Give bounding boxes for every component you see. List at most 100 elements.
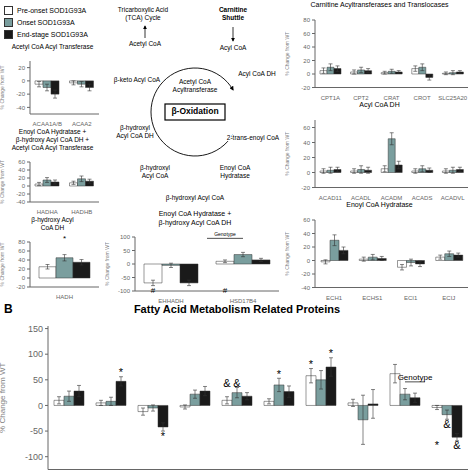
svg-text:20: 20 <box>18 266 25 272</box>
svg-text:Genotype: Genotype <box>214 231 236 237</box>
svg-text:β-Oxidation: β-Oxidation <box>171 106 218 116</box>
svg-text:β-hydroxyl Acyl CoA: β-hydroxyl Acyl CoA <box>166 194 225 202</box>
svg-text:0: 0 <box>307 257 311 263</box>
svg-text:-100: -100 <box>118 288 131 294</box>
svg-text:60: 60 <box>18 248 25 254</box>
svg-text:CROT: CROT <box>414 94 431 100</box>
svg-text:50: 50 <box>33 375 43 385</box>
svg-text:80: 80 <box>18 239 25 245</box>
svg-text:100: 100 <box>28 349 43 359</box>
svg-text:ACAA2: ACAA2 <box>72 121 92 127</box>
svg-text:β-hydroxylAcyl CoA: β-hydroxylAcyl CoA <box>140 164 171 180</box>
svg-text:Enoyl CoAHydratase: Enoyl CoAHydratase <box>220 164 251 180</box>
svg-text:&: & <box>233 376 241 388</box>
svg-text:*: * <box>435 439 440 451</box>
svg-text:% Change from WT: % Change from WT <box>285 131 290 175</box>
svg-text:20: 20 <box>18 175 25 181</box>
svg-text:HADHB: HADHB <box>71 209 92 215</box>
svg-text:ECI1: ECI1 <box>404 294 418 300</box>
svg-text:0: 0 <box>307 71 311 77</box>
svg-text:*: * <box>119 366 124 378</box>
svg-text:Acyl CoA DH: Acyl CoA DH <box>238 70 276 78</box>
svg-text:ACAA1A/B: ACAA1A/B <box>33 121 62 127</box>
svg-text:Acyl CoA: Acyl CoA <box>220 44 247 52</box>
svg-text:-40: -40 <box>16 199 25 205</box>
svg-text:20: 20 <box>303 57 310 63</box>
svg-text:HADHA: HADHA <box>37 209 58 215</box>
svg-text:*: * <box>309 358 314 370</box>
svg-text:50: 50 <box>123 248 130 254</box>
svg-text:ACAD11: ACAD11 <box>319 194 343 200</box>
svg-text:&: & <box>443 417 451 429</box>
svg-text:0: 0 <box>22 78 26 84</box>
svg-text:-20: -20 <box>301 84 310 90</box>
svg-text:60: 60 <box>303 30 310 36</box>
html-text:Enoyl CoA Hydratase + β-hydrox: Enoyl CoA Hydratase + β-hydroxy Acyl CoA… <box>158 210 232 226</box>
svg-text:0: 0 <box>127 261 131 267</box>
svg-text:40: 40 <box>18 167 25 173</box>
svg-text:% Change from WT: % Change from WT <box>285 31 290 75</box>
svg-text:40: 40 <box>303 230 310 236</box>
svg-text:β-keto Acyl CoA: β-keto Acyl CoA <box>114 76 161 84</box>
svg-text:Acetyl CoA: Acetyl CoA <box>129 40 162 48</box>
html-text:β-hydroxy Acyl CoA DH: β-hydroxy Acyl CoA DH <box>31 216 74 231</box>
svg-text:-100: -100 <box>25 451 43 461</box>
svg-text:20: 20 <box>303 154 310 160</box>
svg-text:&: & <box>223 376 231 388</box>
svg-text:*: * <box>277 367 282 379</box>
svg-text:HADH: HADH <box>56 294 73 300</box>
svg-text:*: * <box>329 347 334 359</box>
svg-text:-40: -40 <box>301 284 310 290</box>
svg-text:60: 60 <box>18 159 25 165</box>
svg-text:ECH1: ECH1 <box>326 294 343 300</box>
svg-text:60: 60 <box>303 124 310 130</box>
svg-text:CPT1A: CPT1A <box>321 94 340 100</box>
svg-text:20: 20 <box>18 65 25 71</box>
svg-text:-40: -40 <box>16 105 25 111</box>
svg-text:100: 100 <box>120 234 131 240</box>
svg-text:40: 40 <box>18 257 25 263</box>
svg-text:Acetyl CoAAcyltransferase: Acetyl CoAAcyltransferase <box>173 78 218 94</box>
svg-text:-20: -20 <box>301 271 310 277</box>
svg-text:Genotype: Genotype <box>398 372 433 381</box>
svg-text:CRAT: CRAT <box>384 94 400 100</box>
svg-text:-20: -20 <box>16 91 25 97</box>
svg-text:-20: -20 <box>16 284 25 290</box>
svg-text:0: 0 <box>38 400 43 410</box>
svg-text:2-trans-enoyl CoA: 2-trans-enoyl CoA <box>227 134 280 142</box>
svg-text:-20: -20 <box>16 191 25 197</box>
svg-text:β-hydroxylAcyl CoA DH: β-hydroxylAcyl CoA DH <box>116 124 154 140</box>
svg-text:SLC25A20: SLC25A20 <box>438 94 466 100</box>
svg-text:ACADS: ACADS <box>412 194 433 200</box>
svg-text:#: # <box>223 286 228 295</box>
svg-text:80: 80 <box>303 17 310 23</box>
svg-text:-50: -50 <box>30 426 43 436</box>
svg-text:60: 60 <box>303 217 310 223</box>
svg-text:% Change from WT: % Change from WT <box>285 231 290 275</box>
svg-text:*: * <box>161 429 166 441</box>
svg-text:0: 0 <box>22 183 26 189</box>
svg-text:-20: -20 <box>301 184 310 190</box>
svg-text:150: 150 <box>28 323 43 333</box>
html-text:Enoyl CoA Hydratase + β-hydrox: Enoyl CoA Hydratase + β-hydroxy Acyl CoA… <box>11 128 94 151</box>
svg-text:*: * <box>63 234 66 243</box>
svg-text:ACADM: ACADM <box>381 194 403 200</box>
svg-text:0: 0 <box>307 169 311 175</box>
svg-text:#: # <box>151 286 156 295</box>
svg-text:&: & <box>453 439 461 451</box>
svg-text:% Change from WT: % Change from WT <box>105 242 110 286</box>
svg-text:CPT2: CPT2 <box>353 94 369 100</box>
html-text:B: B <box>4 302 13 316</box>
svg-text:CarnitineShuttle: CarnitineShuttle <box>219 6 248 21</box>
svg-text:40: 40 <box>303 44 310 50</box>
svg-text:Tricarboxylic Acid(TCA) Cycle: Tricarboxylic Acid(TCA) Cycle <box>118 6 169 22</box>
svg-text:ACADVL: ACADVL <box>441 194 466 200</box>
svg-text:ECIJ: ECIJ <box>442 294 455 300</box>
svg-text:ECHS1: ECHS1 <box>362 294 383 300</box>
svg-text:-50: -50 <box>121 275 130 281</box>
svg-text:20: 20 <box>303 244 310 250</box>
svg-text:40: 40 <box>303 139 310 145</box>
svg-text:ACADL: ACADL <box>351 194 372 200</box>
svg-text:0: 0 <box>22 275 26 281</box>
html-text:Fatty Acid Metabolism Related: Fatty Acid Metabolism Related Proteins <box>133 303 341 315</box>
